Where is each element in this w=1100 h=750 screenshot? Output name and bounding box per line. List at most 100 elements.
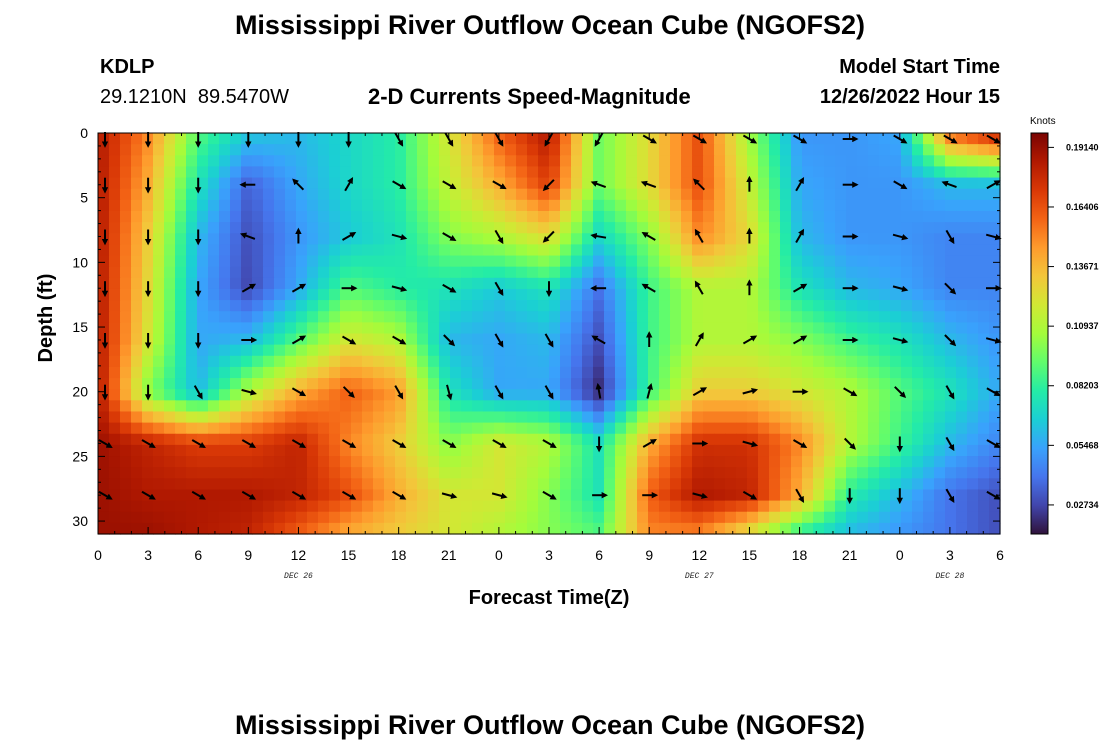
heatmap-cell [604,489,616,502]
heatmap-cell [263,288,275,301]
heatmap-cell [681,400,693,413]
heatmap-cell [802,456,814,468]
heatmap-cell [318,199,330,212]
heatmap-cell [736,400,748,413]
heatmap-cell [593,199,605,212]
heatmap-cell [747,199,759,212]
heatmap-cell [318,333,330,346]
heatmap-cell [626,433,638,446]
heatmap-cell [956,266,968,279]
heatmap-cell [626,188,638,201]
heatmap-cell [824,433,836,446]
heatmap-cell [747,400,759,413]
heatmap-cell [857,144,869,156]
heatmap-cell [692,389,704,401]
heatmap-cell [406,233,418,245]
heatmap-cell [142,366,154,379]
heatmap-cell [802,522,814,535]
heatmap-cell [230,400,242,413]
heatmap-cell [626,366,638,379]
heatmap-cell [714,344,726,357]
heatmap-cell [263,244,275,257]
heatmap-cell [296,467,308,479]
heatmap-cell [868,133,880,145]
heatmap-cell [384,133,396,145]
heatmap-cell [538,210,550,223]
heatmap-cell [263,355,275,368]
heatmap-cell [736,144,748,156]
heatmap-cell [901,311,913,323]
heatmap-cell [483,444,495,457]
x-tick-label: 3 [545,547,553,563]
heatmap-cell [769,188,781,201]
heatmap-cell [626,255,638,268]
heatmap-cell [362,333,374,346]
station-id: KDLP [100,56,155,78]
heatmap-cell [835,500,847,513]
heatmap-cell [945,311,957,323]
heatmap-cell [450,378,462,390]
heatmap-cell [934,344,946,357]
heatmap-cell [725,255,737,268]
heatmap-cell [747,422,759,435]
heatmap-cell [747,277,759,290]
heatmap-cell [813,411,825,424]
heatmap-cell [571,300,583,312]
heatmap-cell [219,300,231,312]
heatmap-cell [912,433,924,446]
heatmap-cell [208,333,220,346]
heatmap-cell [923,322,935,335]
heatmap-cell [241,378,253,390]
heatmap-cell [351,166,363,179]
heatmap-cell [395,266,407,279]
heatmap-cell [659,344,671,357]
heatmap-cell [901,300,913,312]
heatmap-cell [461,222,473,234]
heatmap-cell [450,444,462,457]
heatmap-cell [934,155,946,168]
heatmap-cell [582,489,594,502]
heatmap-cell [989,400,1001,413]
heatmap-cell [571,277,583,290]
heatmap-cell [967,467,979,479]
heatmap-cell [736,277,748,290]
heatmap-cell [659,177,671,190]
heatmap-cell [230,378,242,390]
heatmap-cell [692,355,704,368]
heatmap-cell [450,199,462,212]
heatmap-cell [967,333,979,346]
heatmap-cell [802,144,814,156]
heatmap-cell [318,266,330,279]
heatmap-cell [857,489,869,502]
heatmap-cell [109,166,121,179]
heatmap-cell [527,467,539,479]
heatmap-cell [417,177,429,190]
heatmap-cell [714,456,726,468]
heatmap-cell [934,244,946,257]
heatmap-cell [373,233,385,245]
heatmap-cell [439,199,451,212]
heatmap-cell [956,522,968,535]
heatmap-cell [263,456,275,468]
heatmap-cell [857,288,869,301]
heatmap-cell [648,244,660,257]
heatmap-cell [945,411,957,424]
heatmap-cell [890,389,902,401]
heatmap-cell [989,244,1001,257]
colorbar-tick-label: 0.19140 [1066,142,1099,152]
heatmap-cell [351,389,363,401]
heatmap-cell [505,322,517,335]
heatmap-cell [846,144,858,156]
heatmap-cell [109,177,121,190]
heatmap-cell [505,166,517,179]
heatmap-cell [758,144,770,156]
heatmap-cell [714,166,726,179]
heatmap-cell [241,411,253,424]
heatmap-cell [824,422,836,435]
heatmap-cell [505,500,517,513]
heatmap-cell [593,222,605,234]
heatmap-cell [516,344,528,357]
heatmap-cell [186,333,198,346]
heatmap-cell [769,366,781,379]
heatmap-cell [670,411,682,424]
